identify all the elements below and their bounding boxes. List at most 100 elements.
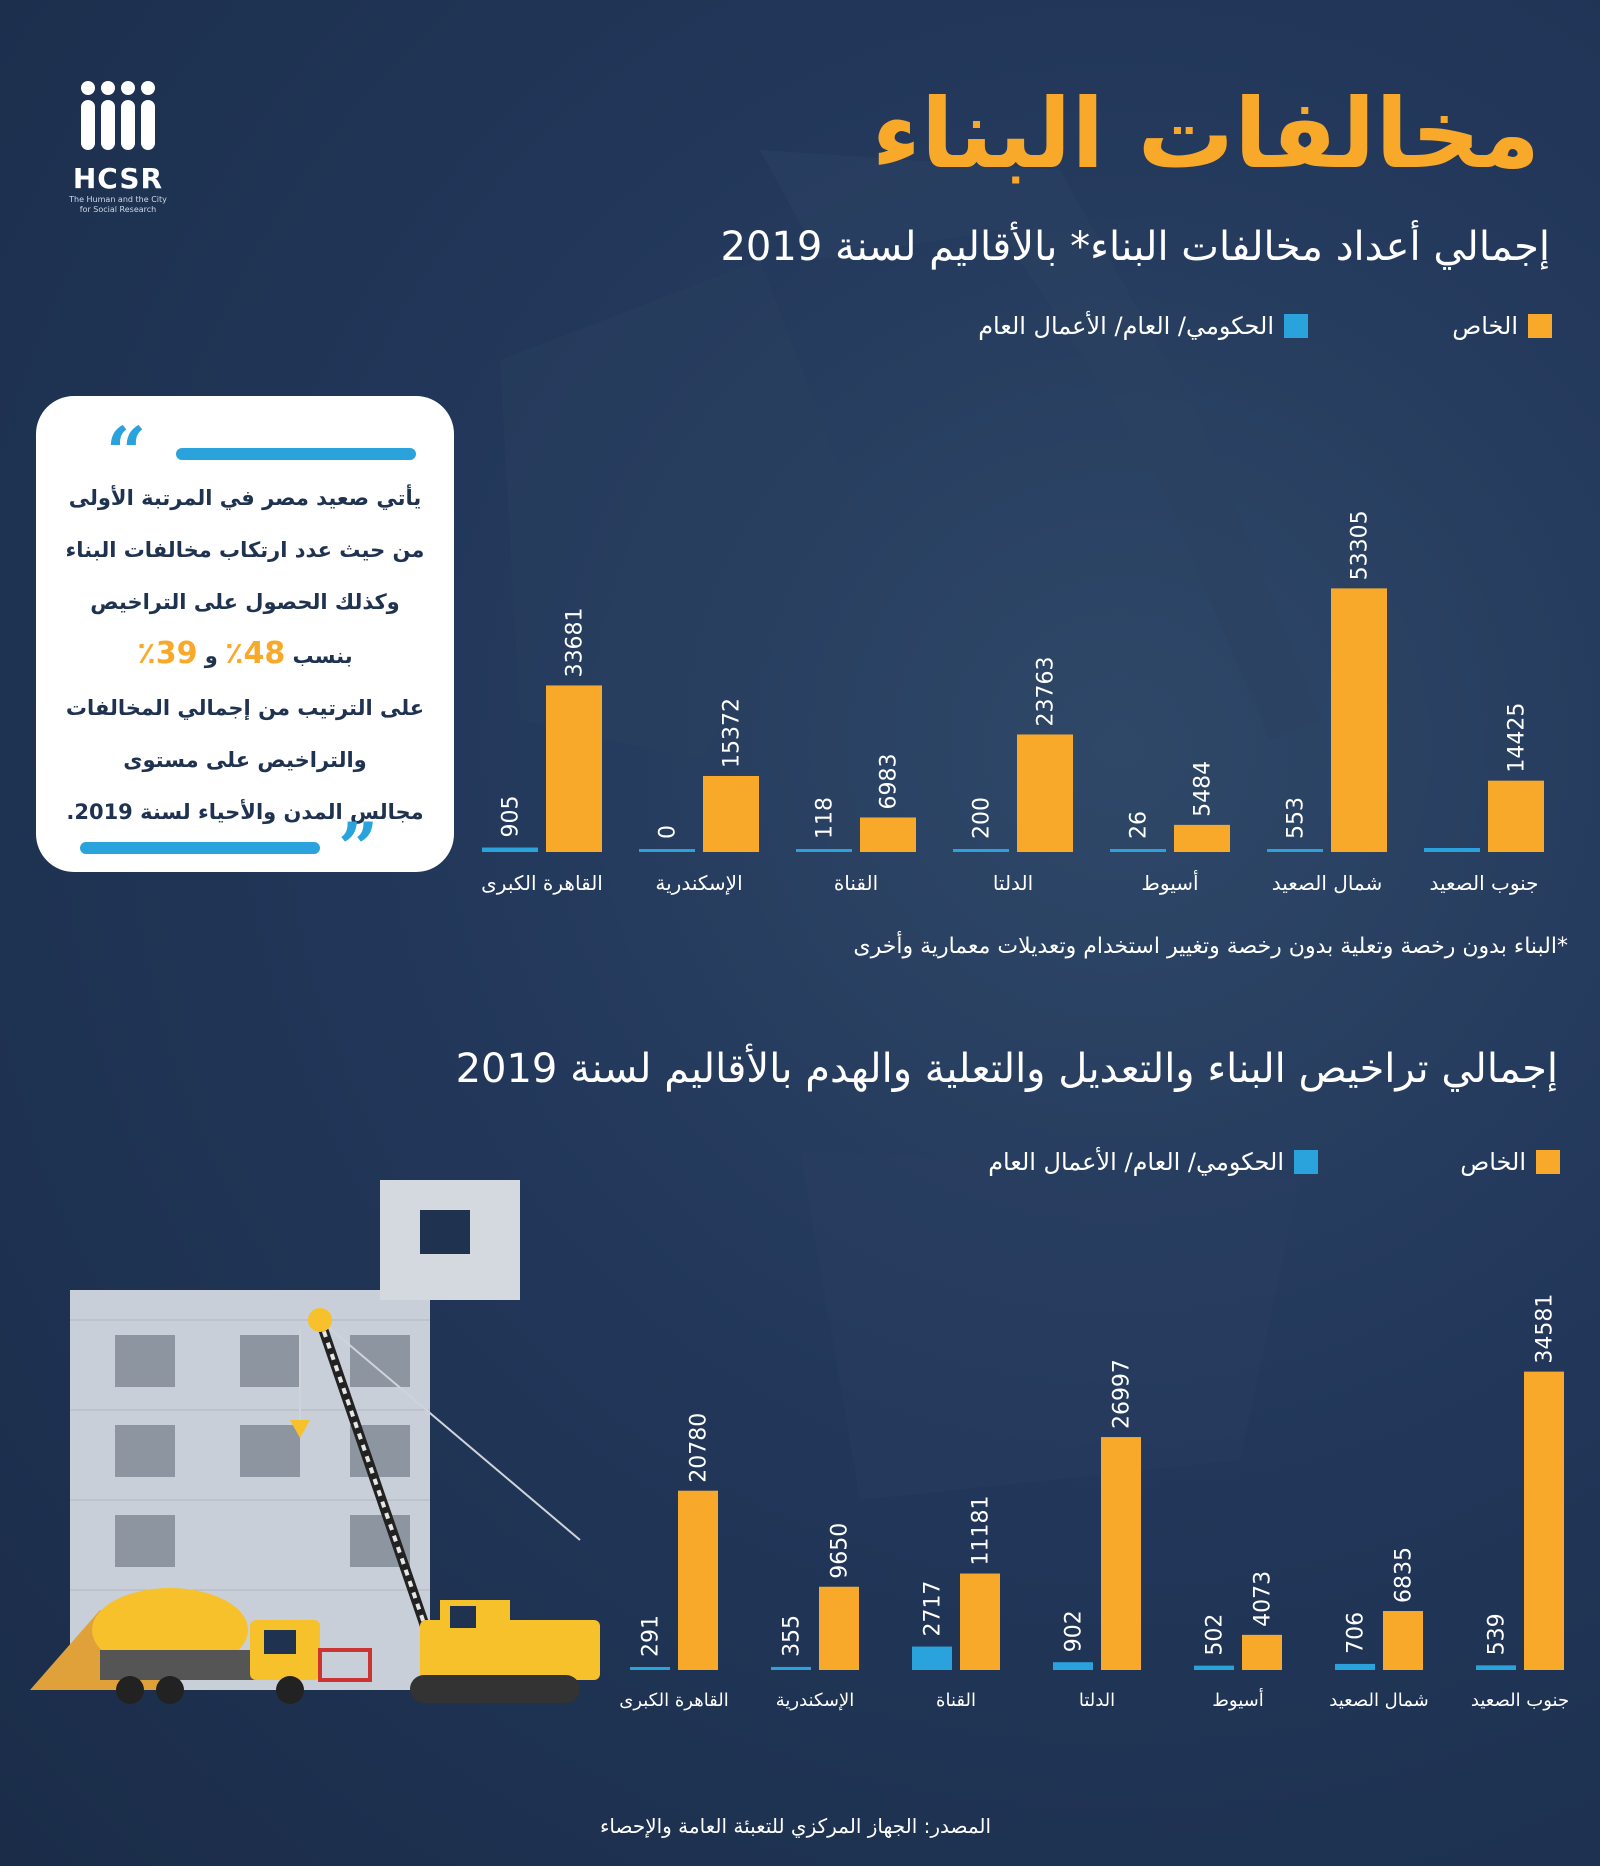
bar-public (482, 847, 538, 852)
category-label: القناة (834, 871, 878, 895)
pct-permits: 39٪ (137, 636, 198, 671)
bar-private (1488, 780, 1544, 852)
bar-value-label-private: 53305 (1348, 510, 1373, 580)
category-label: أسيوط (1141, 870, 1198, 895)
category-label: القاهرة الكبرى (619, 1690, 729, 1711)
category-label: الإسكندرية (776, 1690, 855, 1711)
bar-public (1476, 1665, 1516, 1670)
people-logo-icon (81, 81, 155, 150)
bar-value-label-private: 34581 (1533, 1294, 1558, 1364)
bar-public (639, 849, 695, 852)
bar-value-label-public: 0 (656, 825, 681, 839)
source-note: المصدر: الجهاز المركزي للتعبئة العامة وا… (600, 1814, 992, 1838)
bar-private (1017, 734, 1073, 852)
category-label: الدلتا (993, 871, 1033, 895)
chart2-permits: 34581 539 جنوب الصعيد 6835 706 شمال الصعيد 407… (619, 1294, 1569, 1711)
bar-private (546, 685, 602, 852)
bar-value-label-private: 23763 (1034, 656, 1059, 726)
bar-value-label-private: 11181 (969, 1496, 994, 1566)
bar-value-label-private: 20780 (687, 1413, 712, 1483)
chart1-title: إجمالي أعداد مخالفات البناء* بالأقاليم ل… (720, 224, 1550, 270)
legend-label: الحكومي/ العام/ الأعمال العام (978, 312, 1274, 340)
quote-line: بنسب (292, 644, 353, 668)
bar-public (1267, 849, 1323, 852)
bar-value-label-private: 5484 (1191, 761, 1216, 817)
public-swatch (1294, 1150, 1318, 1174)
logo-subtitle-2: for Social Research (79, 205, 157, 214)
chart2-legend-private: الخاص (1460, 1148, 1560, 1176)
category-label: شمال الصعيد (1329, 1690, 1428, 1711)
quote-line: على الترتيب من إجمالي المخالفات (65, 696, 425, 720)
bar-value-label-private: 9650 (828, 1523, 853, 1579)
bar-value-label-private: 4073 (1251, 1571, 1276, 1627)
quote-line-percentages: بنسب 48٪ و 39٪ (58, 628, 432, 682)
category-label: القناة (936, 1690, 976, 1711)
quote-line: مجالس المدن والأحياء لسنة 2019. (66, 800, 424, 824)
bar-private (1331, 588, 1387, 852)
crane-icon (290, 1308, 600, 1703)
bar-private (703, 775, 759, 852)
category-label: الإسكندرية (655, 871, 742, 895)
quote-text: يأتي صعيد مصر في المرتبة الأولى من حيث ع… (58, 472, 432, 838)
quote-top-line (176, 448, 416, 460)
bar-private (1174, 824, 1230, 852)
hcsr-logo: HCSR The Human and the City for Social R… (58, 78, 178, 215)
quote-and: و (204, 644, 218, 668)
legend-label: الحكومي/ العام/ الأعمال العام (988, 1148, 1284, 1176)
quote-line: من حيث عدد ارتكاب مخالفات البناء (65, 538, 425, 562)
bar-value-label-public: 706 (1344, 1612, 1369, 1654)
bar-private (860, 817, 916, 852)
bar-value-label-public: 26 (1127, 811, 1152, 839)
bar-value-label-public: 553 (1284, 797, 1309, 839)
chart2-legend-public: الحكومي/ العام/ الأعمال العام (988, 1148, 1318, 1176)
bar-private (1242, 1634, 1282, 1670)
bar-value-label-public: 200 (970, 797, 995, 839)
chart2-title: إجمالي تراخيص البناء والتعديل والتعلية و… (455, 1046, 1558, 1092)
bar-public (1053, 1662, 1093, 1670)
bar-value-label-public: 539 (1485, 1613, 1510, 1655)
bar-value-label-public: 502 (1203, 1614, 1228, 1656)
logo-subtitle-1: The Human and the City (69, 195, 167, 204)
bar-value-label-private: 26997 (1110, 1359, 1135, 1429)
quote-line: وكذلك الحصول على التراخيص (90, 590, 400, 614)
bar-value-label-public: 355 (780, 1615, 805, 1657)
close-quote-icon: ” (338, 807, 379, 890)
bar-value-label-public: 118 (813, 797, 838, 839)
category-label: جنوب الصعيد (1471, 1690, 1569, 1711)
bar-public (1335, 1663, 1375, 1670)
bar-value-label-private: 14425 (1505, 703, 1530, 773)
bar-private (1101, 1437, 1141, 1670)
quote-line: يأتي صعيد مصر في المرتبة الأولى (68, 486, 422, 510)
bar-value-label-public: 902 (1062, 1610, 1087, 1652)
chart1-legend-private: الخاص (1452, 312, 1552, 340)
legend-label: الخاص (1452, 312, 1518, 340)
bar-public-unlabeled (1424, 848, 1480, 852)
bar-value-label-public: 291 (639, 1615, 664, 1657)
quote-bottom-line (80, 842, 320, 854)
category-label: جنوب الصعيد (1429, 871, 1538, 895)
main-title: مخالفات البناء (871, 78, 1540, 190)
bar-public (953, 849, 1009, 852)
bar-value-label-private: 6835 (1392, 1547, 1417, 1603)
bar-value-label-public: 2717 (921, 1581, 946, 1637)
legend-label: الخاص (1460, 1148, 1526, 1176)
bar-private (819, 1586, 859, 1670)
logo-name: HCSR (72, 162, 164, 195)
chart1-violations: 14425 جنوب الصعيد 53305 553 شمال الصعيد 5484 2… (481, 510, 1544, 895)
category-label: الدلتا (1079, 1690, 1115, 1711)
bar-private (678, 1490, 718, 1670)
quote-card: “ يأتي صعيد مصر في المرتبة الأولى من حيث… (36, 396, 454, 884)
public-swatch (1284, 314, 1308, 338)
open-quote-icon: “ (106, 411, 147, 494)
bar-private (1383, 1611, 1423, 1670)
bar-value-label-public: 905 (499, 796, 524, 838)
bar-public (1194, 1665, 1234, 1670)
quote-line: والتراخيص على مستوى (123, 748, 367, 772)
pct-violations: 48٪ (225, 636, 286, 671)
bar-private (1524, 1371, 1564, 1670)
construction-illustration (30, 1180, 600, 1704)
bar-value-label-private: 6983 (877, 753, 902, 809)
bar-private (960, 1573, 1000, 1670)
